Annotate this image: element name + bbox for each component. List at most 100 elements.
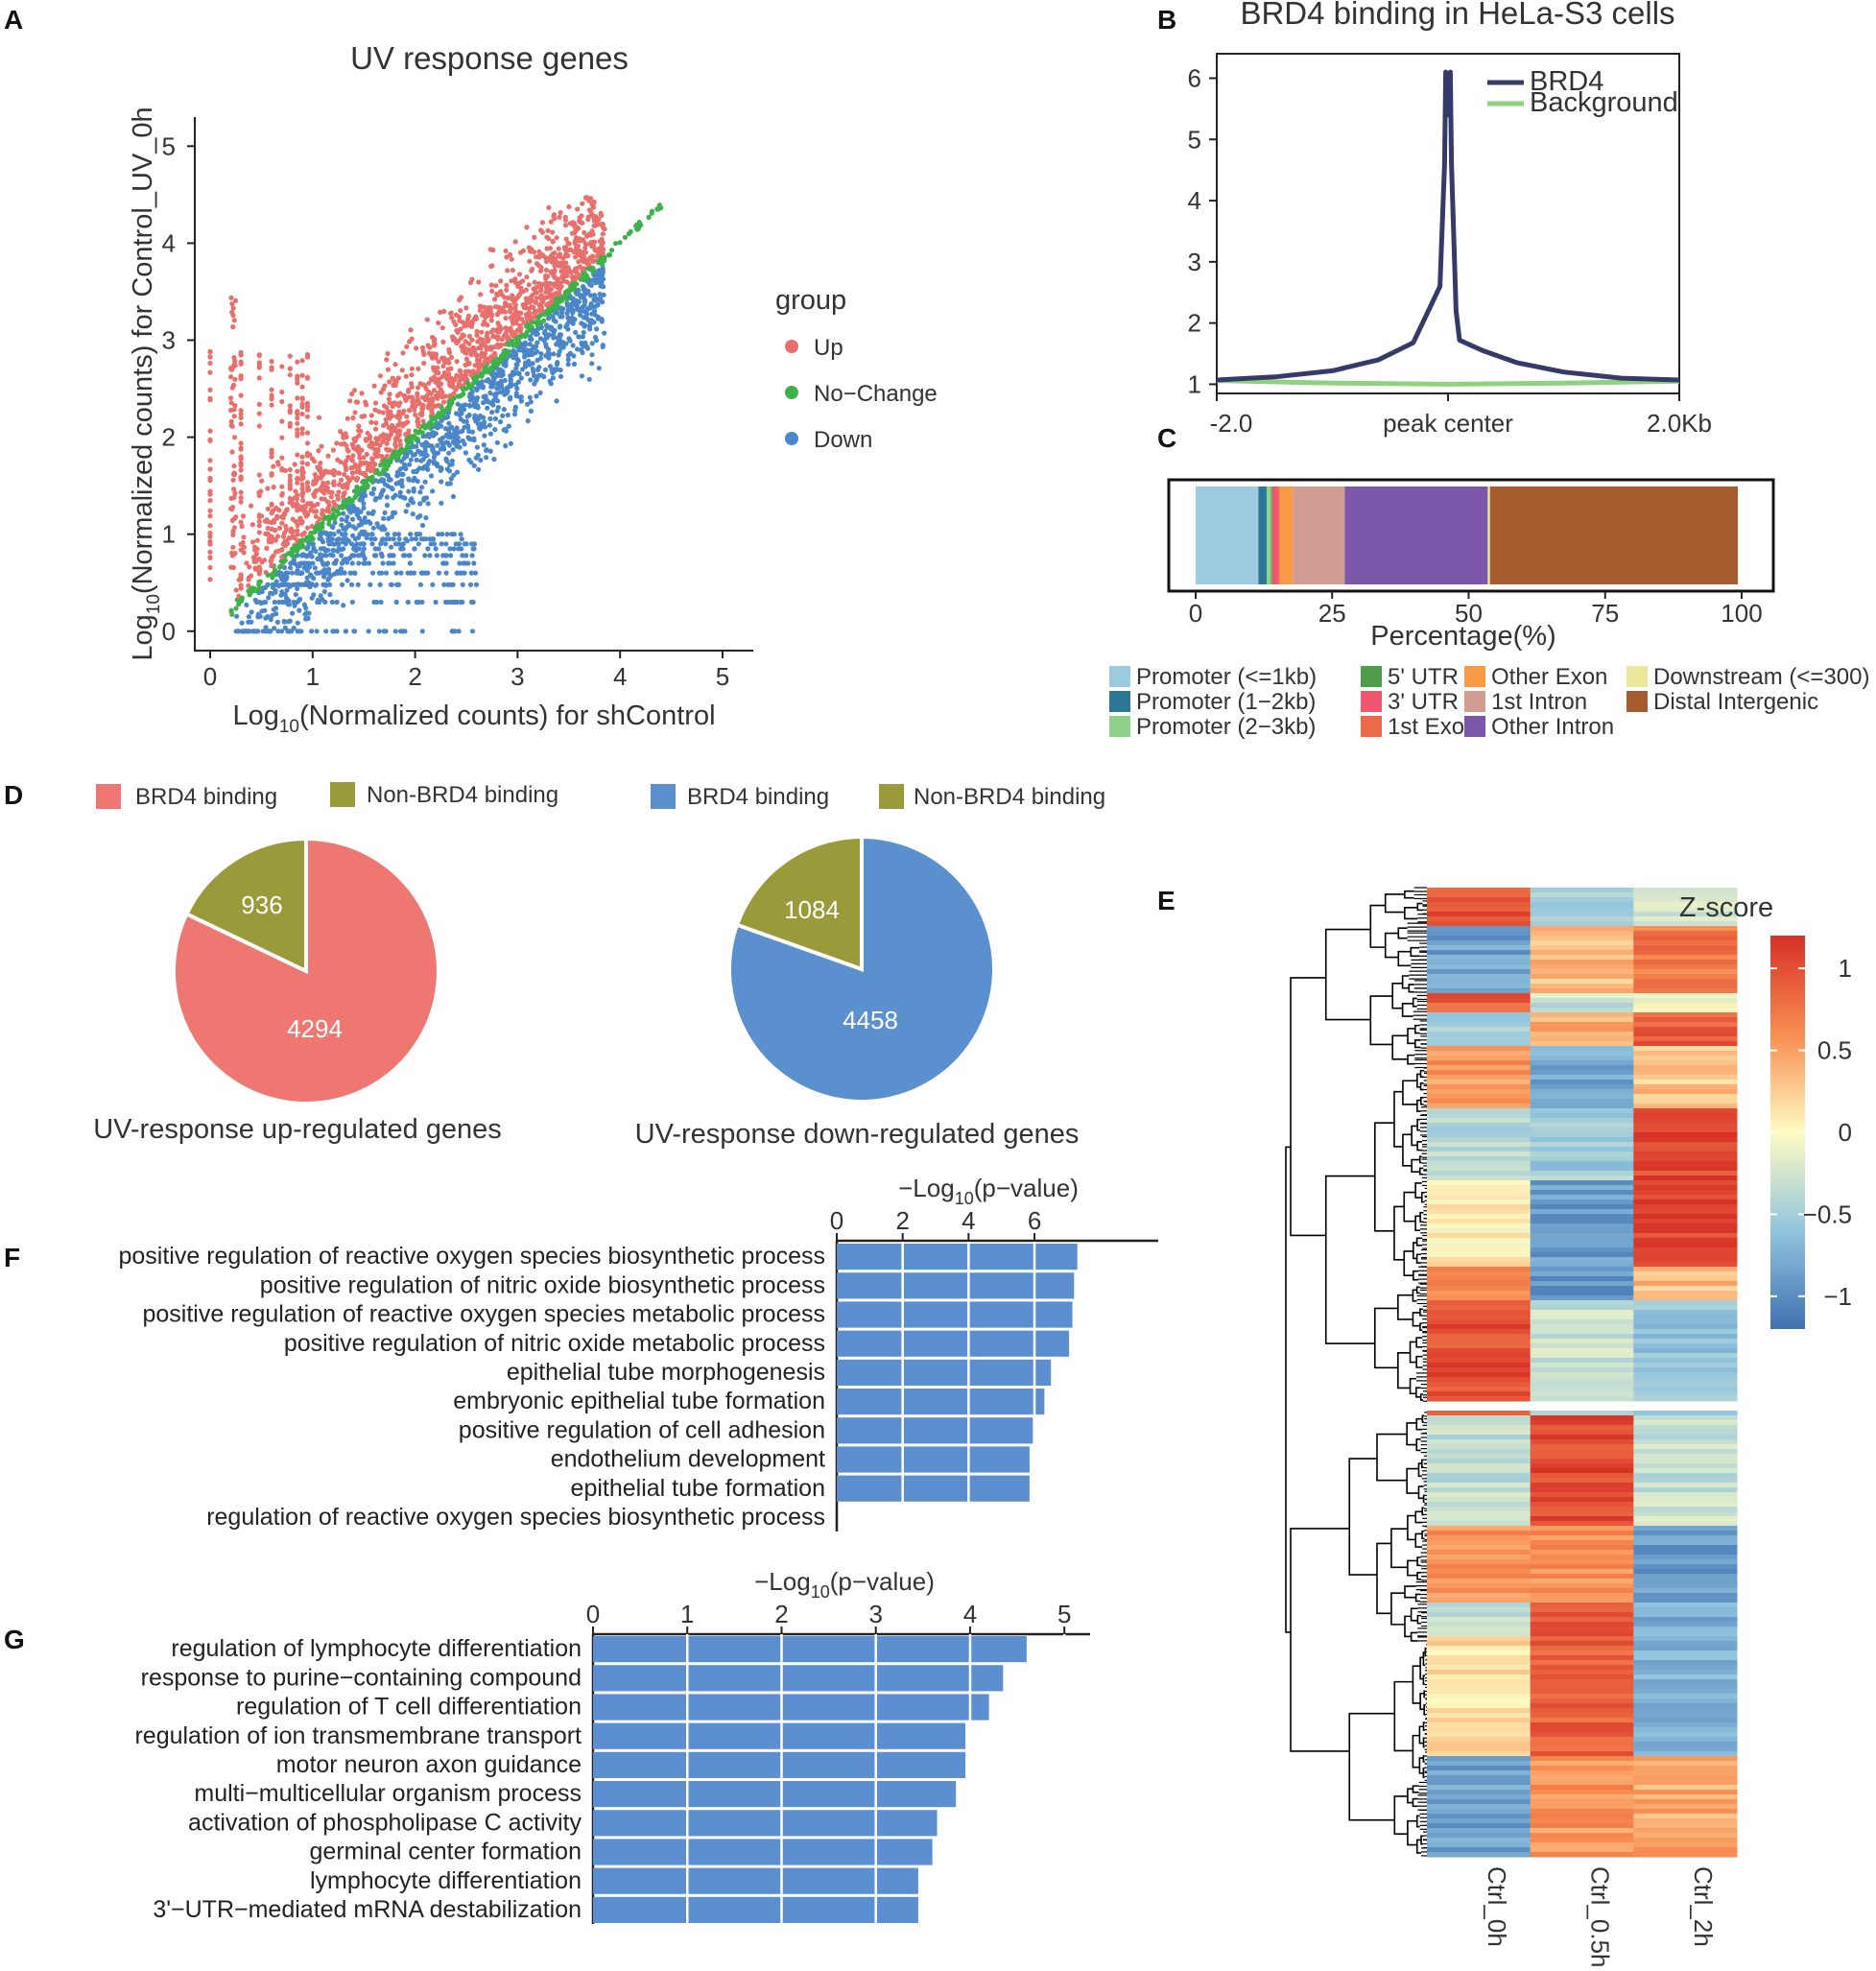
- scatter-point: [256, 411, 262, 416]
- dendrogram-branch: [1415, 1839, 1422, 1854]
- scatter-point: [440, 339, 446, 344]
- dendrogram-branch: [1419, 1393, 1423, 1401]
- heatmap-cell: [1427, 1257, 1532, 1263]
- scatter-point: [304, 480, 311, 486]
- annotation-segment: [1271, 487, 1278, 584]
- heatmap-cell: [1633, 1199, 1738, 1205]
- heatmap-cell: [1530, 1286, 1634, 1292]
- scatter-point: [534, 296, 539, 301]
- heatmap-cell: [1427, 1622, 1532, 1627]
- scatter-point: [231, 382, 237, 388]
- scatter-point: [231, 515, 238, 522]
- scatter-point: [287, 473, 293, 479]
- scatter-point: [579, 249, 584, 255]
- scatter-point: [480, 342, 486, 347]
- scatter-point: [481, 304, 487, 310]
- heatmap-cell: [1530, 1650, 1634, 1656]
- heatmap-cell: [1633, 1348, 1738, 1354]
- scatter-point: [598, 296, 604, 301]
- heatmap-cell: [1530, 955, 1634, 961]
- scatter-point: [256, 585, 262, 591]
- scatter-point: [424, 396, 431, 402]
- go-xlabel-part: (p−value): [830, 1567, 935, 1596]
- heatmap-cell: [1427, 1818, 1532, 1824]
- scatter-point: [265, 519, 271, 525]
- scatter-point: [455, 570, 461, 576]
- scatter-point: [580, 334, 586, 340]
- scatter-point: [314, 509, 320, 514]
- scatter-point: [591, 272, 597, 277]
- scatter-point: [342, 471, 347, 477]
- scatter-point: [331, 532, 337, 537]
- scatter-point: [581, 277, 587, 283]
- legend-nochange-swatch: [785, 386, 798, 399]
- go-term-label: embryonic epithelial tube formation: [453, 1388, 825, 1414]
- scatter-point: [380, 410, 386, 416]
- heatmap-cell: [1633, 1502, 1738, 1508]
- scatter-point: [417, 513, 423, 519]
- scatter-point: [587, 231, 593, 237]
- heatmap-cell: [1530, 1291, 1634, 1296]
- scatter-point: [502, 300, 509, 306]
- scatter-point: [207, 577, 213, 582]
- heatmap-cell: [1427, 1852, 1532, 1858]
- scatter-point: [471, 375, 477, 381]
- heatmap-cell: [1530, 1828, 1634, 1834]
- scatter-point: [458, 405, 464, 412]
- scatter-point: [490, 248, 496, 253]
- scatter-point: [410, 478, 416, 484]
- heatmap-cell: [1427, 1118, 1532, 1124]
- scatter-point: [507, 251, 513, 258]
- go-term-label: lymphocyte differentiation: [310, 1867, 582, 1894]
- annotation-legend: Promoter (<=1kb)Promoter (1−2kb)Promoter…: [1109, 664, 1869, 740]
- scatter-point: [582, 249, 588, 255]
- scatter-point: [256, 564, 262, 570]
- scatter-point: [431, 339, 437, 344]
- scatter-point: [429, 406, 435, 412]
- scatter-point: [293, 592, 298, 598]
- scatter-point: [446, 371, 452, 377]
- heatmap-cell: [1530, 1593, 1634, 1599]
- scatter-point: [417, 489, 423, 495]
- heatmap-cell: [1530, 1454, 1634, 1460]
- scatter-point: [451, 395, 457, 401]
- go-bar: [837, 1475, 1030, 1502]
- scatter-point: [473, 582, 480, 587]
- scatter-point: [416, 385, 421, 391]
- heatmap-cell: [1427, 950, 1532, 956]
- dendrogram-branch: [1391, 983, 1403, 1009]
- scatter-point: [521, 346, 527, 352]
- dendrogram-branch: [1414, 1510, 1423, 1524]
- scatter-point: [295, 582, 300, 587]
- heatmap-cell: [1427, 1794, 1532, 1800]
- scatter-point: [412, 407, 417, 413]
- scatter-point: [231, 472, 237, 478]
- heatmap-cell: [1530, 1195, 1634, 1200]
- dendrogram-branch: [1403, 1250, 1413, 1277]
- scatter-point: [304, 501, 311, 507]
- scatter-point: [368, 413, 374, 418]
- scatter-point: [521, 304, 527, 311]
- scatter-point: [279, 455, 285, 461]
- heatmap-cell: [1530, 888, 1634, 893]
- scatter-point: [406, 428, 412, 434]
- scatter-point: [593, 279, 599, 285]
- scatter-point: [456, 546, 462, 552]
- heatmap-cell: [1427, 1027, 1532, 1033]
- go-term-label: 3'−UTR−mediated mRNA destabilization: [153, 1896, 582, 1923]
- dendrogram-branch: [1416, 1118, 1420, 1131]
- scatter-point: [502, 348, 508, 354]
- profile-xtick-label: 2.0Kb: [1647, 409, 1712, 438]
- scatter-point: [304, 568, 310, 574]
- scatter-point: [336, 546, 342, 552]
- dendrogram-branch: [1348, 1458, 1378, 1576]
- scatter-point: [238, 499, 244, 505]
- heatmap-cell: [1633, 1545, 1738, 1551]
- scatter-point: [495, 328, 501, 334]
- scatter-point: [428, 473, 435, 479]
- heatmap-cell: [1530, 1343, 1634, 1349]
- heatmap-cell: [1633, 1358, 1738, 1364]
- scatter-point: [269, 519, 274, 526]
- dendrogram-branch: [1422, 1722, 1426, 1731]
- scatter-point: [441, 408, 447, 414]
